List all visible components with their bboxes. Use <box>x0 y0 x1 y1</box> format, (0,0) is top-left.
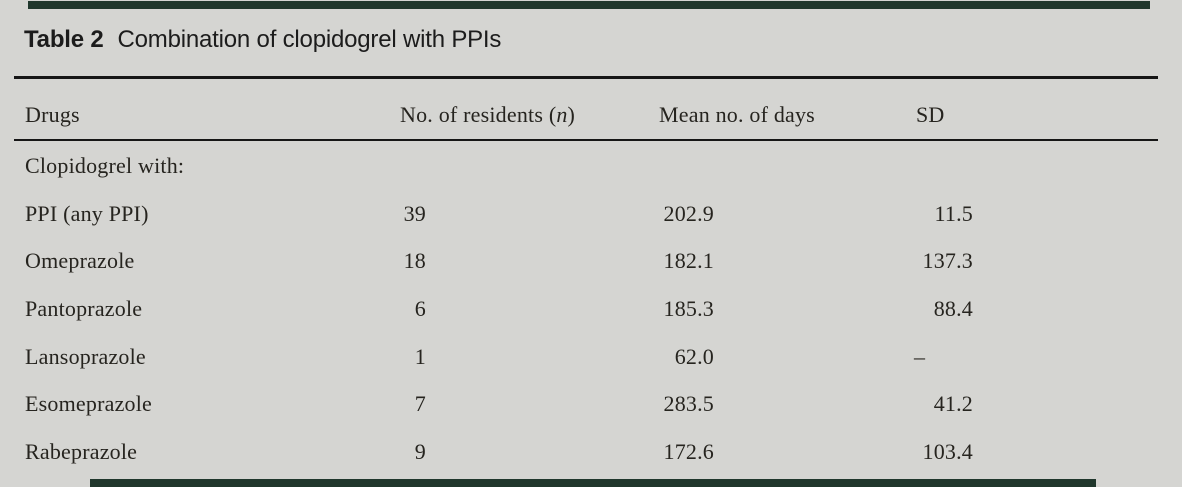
col-header-drugs: Drugs <box>25 102 80 127</box>
col-header-mean-days: Mean no. of days <box>659 102 815 127</box>
residents-count: 6 <box>414 296 426 321</box>
table-caption: Table 2 Combination of clopidogrel with P… <box>24 25 501 55</box>
table-row: Lansoprazole 1 62.0 – <box>0 339 1182 375</box>
table-row: Omeprazole 18 182.1 137.3 <box>0 243 1182 279</box>
col-header-residents-suffix: ) <box>567 102 576 127</box>
top-edge-bar <box>28 1 1150 9</box>
table-row: Pantoprazole 6 185.3 88.4 <box>0 291 1182 327</box>
drug-name: Pantoprazole <box>25 296 143 321</box>
col-header-residents-prefix: No. of residents ( <box>400 102 557 127</box>
residents-count: 39 <box>403 201 426 226</box>
drug-name: PPI (any PPI) <box>25 201 149 226</box>
table-number: Table 2 <box>24 26 104 53</box>
table-header-row: Drugs No. of residents (n) Mean no. of d… <box>0 97 1182 133</box>
col-header-residents-n: n <box>556 102 568 127</box>
col-header-sd: SD <box>916 102 945 127</box>
drug-name: Rabeprazole <box>25 439 138 464</box>
drug-name: Lansoprazole <box>25 344 146 369</box>
mean-days-value: 283.5 <box>663 391 714 416</box>
sd-value: 103.4 <box>922 439 973 464</box>
residents-count: 18 <box>403 248 426 273</box>
bottom-edge-bar <box>90 479 1096 487</box>
mean-days-value: 202.9 <box>663 201 714 226</box>
mean-days-value: 172.6 <box>663 439 714 464</box>
sd-value: 41.2 <box>933 391 973 416</box>
mean-days-value: 182.1 <box>663 248 714 273</box>
header-bottom-rule <box>14 139 1158 141</box>
sd-value: 137.3 <box>922 248 973 273</box>
residents-count: 7 <box>414 391 426 416</box>
mean-days-value: 185.3 <box>663 296 714 321</box>
sd-value: – <box>914 344 926 369</box>
table-row: PPI (any PPI) 39 202.9 11.5 <box>0 196 1182 232</box>
section-row: Clopidogrel with: <box>0 148 1182 184</box>
drug-name: Omeprazole <box>25 248 135 273</box>
sd-value: 88.4 <box>933 296 973 321</box>
section-label: Clopidogrel with: <box>25 153 185 178</box>
residents-count: 1 <box>414 344 426 369</box>
drug-name: Esomeprazole <box>25 391 153 416</box>
sd-value: 11.5 <box>934 201 973 226</box>
col-header-residents: No. of residents (n) <box>400 97 575 133</box>
table-row: Esomeprazole 7 283.5 41.2 <box>0 386 1182 422</box>
residents-count: 9 <box>414 439 426 464</box>
caption-title: Combination of clopidogrel with PPIs <box>117 26 502 53</box>
mean-days-value: 62.0 <box>674 344 714 369</box>
table-top-rule <box>14 76 1158 79</box>
table-row: Rabeprazole 9 172.6 103.4 <box>0 434 1182 470</box>
